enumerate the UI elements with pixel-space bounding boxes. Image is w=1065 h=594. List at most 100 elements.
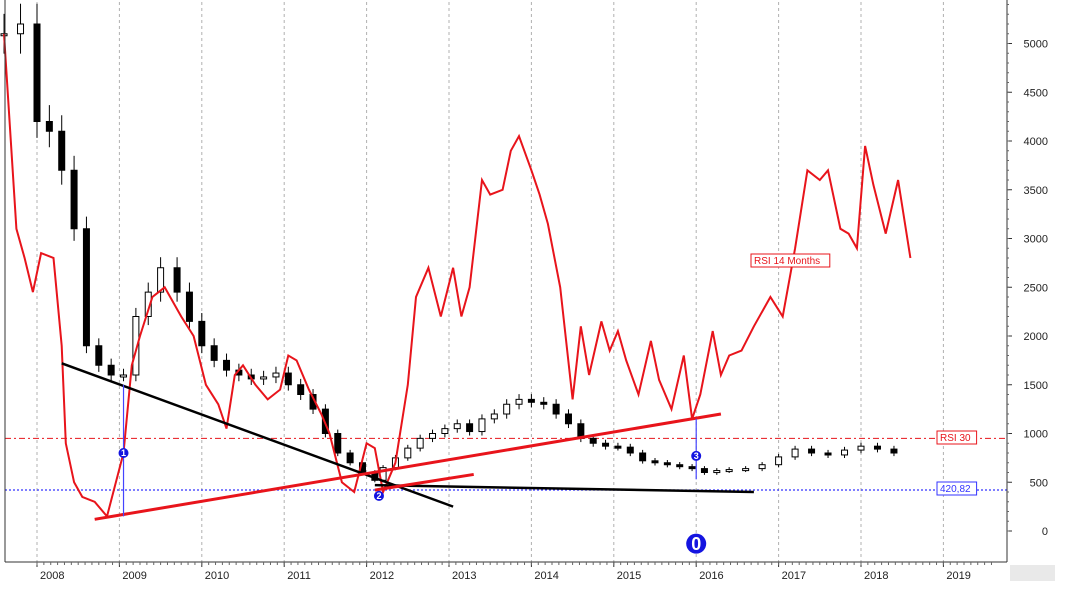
candle-body: [614, 445, 622, 449]
candle-body: [626, 446, 634, 454]
x-tick-label: 2016: [699, 570, 723, 582]
candle-body: [890, 448, 898, 454]
x-tick-label: 2017: [782, 570, 806, 582]
rsi-series: [3, 33, 912, 519]
trend-line-3: [94, 412, 722, 521]
candle-body: [284, 372, 292, 386]
candle-body: [564, 413, 572, 425]
candle-body: [107, 364, 115, 376]
y-tick-label: 1500: [1024, 380, 1048, 392]
markers: 1 2 3 0: [118, 384, 707, 554]
candle-body: [873, 445, 881, 450]
candle-body: [503, 403, 511, 415]
x-tick-label: 2011: [287, 570, 311, 582]
x-tick-label: 2018: [864, 570, 888, 582]
x-tick-label: 2008: [40, 570, 64, 582]
candle-body: [700, 468, 708, 474]
trend-line-2: [374, 483, 754, 494]
y-tick-label: 3500: [1024, 185, 1048, 197]
candle-body: [416, 437, 424, 449]
candle-body: [346, 452, 354, 464]
y-tick-label: 0: [1042, 526, 1048, 538]
candle-body: [58, 130, 66, 171]
candle-body: [334, 433, 342, 454]
y-tick-label: 2000: [1024, 331, 1048, 343]
x-tick-label: 2013: [452, 570, 476, 582]
candle-body: [144, 291, 152, 317]
x-tick-label: 2014: [534, 570, 558, 582]
candle-body: [17, 23, 25, 35]
trend-line-4: [374, 472, 474, 492]
candle-body: [45, 121, 53, 132]
candle-body: [429, 433, 437, 439]
candle-body: [260, 376, 268, 380]
candle-body: [713, 470, 721, 474]
y-tick-label: 5000: [1024, 39, 1048, 51]
candle-body: [173, 267, 181, 293]
marker-label-1: 1: [121, 448, 126, 458]
candle-body: [676, 464, 684, 468]
candle-body: [198, 320, 206, 347]
candle-body: [540, 401, 548, 405]
candle-body: [651, 460, 659, 464]
candle-body: [791, 448, 799, 458]
scroll-area: [1010, 565, 1055, 581]
candle-body: [95, 345, 103, 366]
candle-body: [742, 468, 750, 472]
y-tick-label: 500: [1030, 477, 1048, 489]
level-lines: [5, 437, 1007, 491]
candle-body: [824, 452, 832, 456]
marker-2: [373, 490, 384, 501]
candle-body: [552, 403, 560, 415]
x-tick-label: 2009: [122, 570, 146, 582]
marker-label-0: 0: [691, 534, 701, 554]
candle-body: [758, 464, 766, 470]
support-level-label-box: [936, 481, 978, 496]
x-tick-label: 2010: [205, 570, 229, 582]
candle-body: [82, 228, 90, 347]
candle-body: [132, 316, 140, 376]
candle-body: [297, 384, 305, 395]
candle-body: [527, 398, 535, 403]
candle-body: [515, 398, 523, 405]
trend-line-1: [61, 362, 454, 508]
candle-body: [223, 359, 231, 371]
marker-label-3: 3: [694, 451, 699, 461]
candle-body: [70, 169, 78, 230]
candle-body: [210, 345, 218, 361]
marker-label-2: 2: [376, 491, 381, 501]
candle-body: [466, 423, 474, 433]
candle-body: [272, 372, 280, 378]
candle-body: [120, 374, 128, 378]
candle-body: [33, 23, 41, 122]
candle-body: [857, 445, 865, 451]
candle-body: [589, 437, 597, 444]
rsi-30-label-text: RSI 30: [940, 433, 971, 444]
axes: 0 500 1000 1500 2000 2500 3000 3500 4000 4500 5000…: [4, 0, 1055, 582]
price-candles: [0, 3, 898, 483]
candle-body: [602, 442, 610, 447]
y-tick-label: 3000: [1024, 234, 1048, 246]
candle-body: [725, 469, 733, 473]
rsi-line: [3, 33, 912, 519]
candle-body: [775, 456, 783, 466]
y-tick-label: 2500: [1024, 282, 1048, 294]
marker-3: [691, 450, 702, 461]
marker-1: [118, 448, 129, 458]
annotations: RSI 14 Months RSI 30 420,82: [750, 253, 978, 496]
rsi-series-label-text: RSI 14 Months: [754, 256, 820, 267]
candle-body: [185, 291, 193, 322]
candle-body: [441, 428, 449, 434]
x-tick-label: 2012: [370, 570, 394, 582]
candle-body: [453, 423, 461, 430]
rsi-series-label-box: [750, 253, 831, 268]
candle-body: [688, 466, 696, 470]
y-tick-label: 4500: [1024, 87, 1048, 99]
candle-body: [663, 462, 671, 466]
candle-body: [808, 448, 816, 454]
candle-body: [404, 447, 412, 459]
candle-body: [157, 267, 165, 293]
y-tick-label: 1000: [1024, 429, 1048, 441]
